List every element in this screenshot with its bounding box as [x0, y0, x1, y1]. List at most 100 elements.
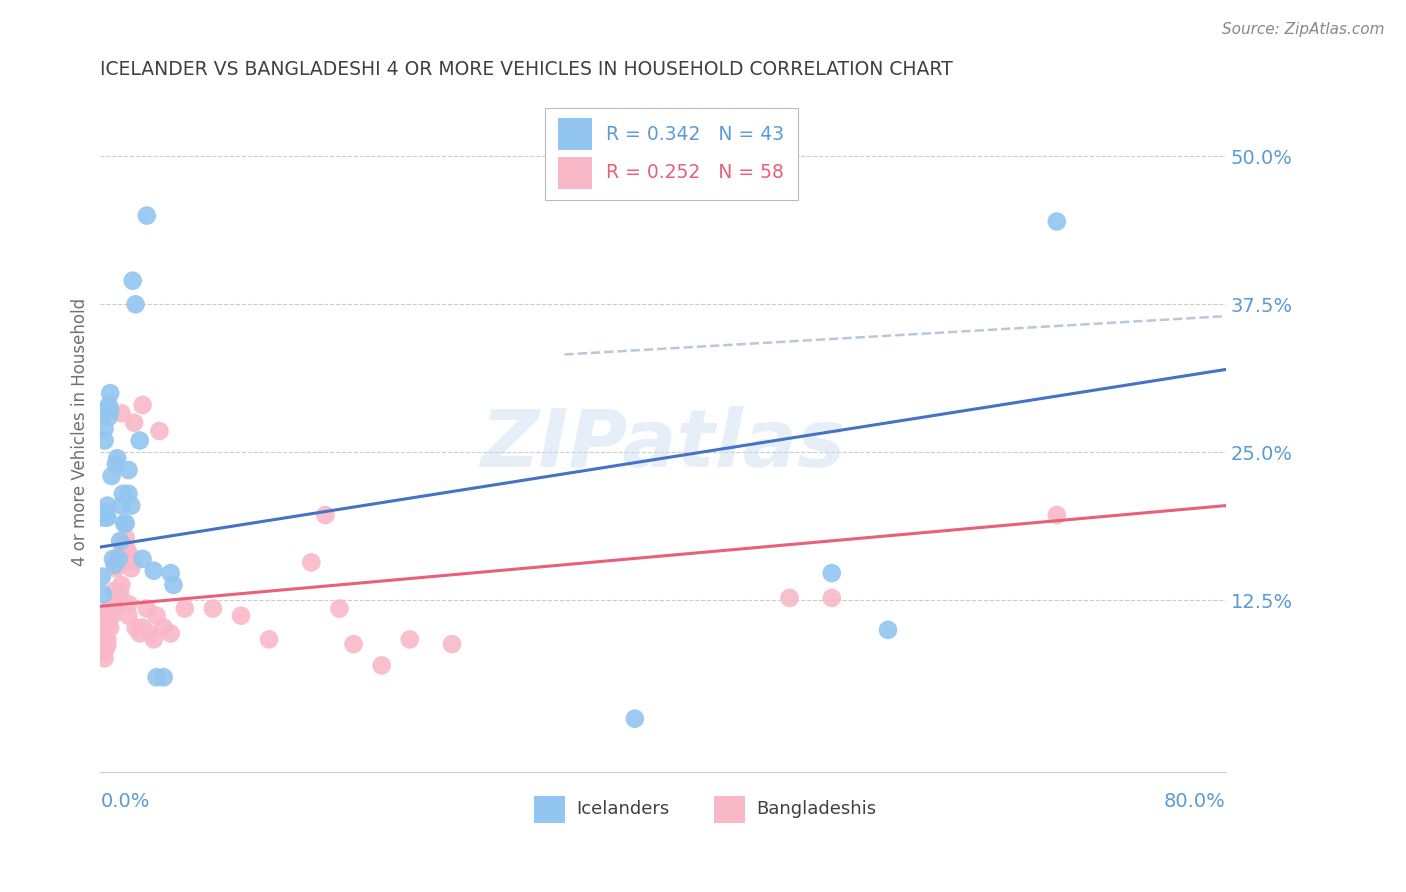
Point — [96, 510, 118, 524]
Point — [94, 608, 117, 623]
Point — [299, 556, 322, 570]
Point — [342, 637, 364, 651]
Point — [159, 566, 181, 580]
Point — [103, 558, 125, 572]
Bar — [558, 118, 592, 151]
Point — [107, 552, 129, 566]
Point — [877, 623, 900, 637]
Point — [162, 578, 184, 592]
Point — [128, 626, 150, 640]
Point — [96, 632, 118, 647]
Point — [96, 499, 118, 513]
Point — [328, 601, 350, 615]
Point — [97, 603, 120, 617]
Point — [121, 274, 143, 288]
Point — [152, 621, 174, 635]
Point — [145, 670, 167, 684]
Point — [138, 626, 160, 640]
Bar — [558, 157, 592, 189]
Point — [111, 487, 134, 501]
Point — [97, 398, 120, 412]
Point — [94, 625, 117, 640]
Text: R = 0.342   N = 43: R = 0.342 N = 43 — [606, 125, 783, 144]
Point — [100, 469, 122, 483]
Point — [103, 583, 125, 598]
Point — [110, 499, 132, 513]
Point — [98, 404, 121, 418]
Point — [440, 637, 463, 651]
Point — [117, 487, 139, 501]
Point — [104, 457, 127, 471]
Text: Bangladeshis: Bangladeshis — [756, 800, 876, 818]
Point — [111, 536, 134, 550]
Text: R = 0.252   N = 58: R = 0.252 N = 58 — [606, 163, 783, 183]
Point — [1046, 214, 1069, 228]
Point — [142, 632, 165, 647]
Point — [173, 601, 195, 615]
Point — [103, 597, 125, 611]
Point — [131, 552, 153, 566]
Point — [314, 508, 336, 522]
Point — [120, 499, 142, 513]
Point — [257, 632, 280, 647]
Point — [93, 651, 115, 665]
Point — [91, 404, 114, 418]
Text: Source: ZipAtlas.com: Source: ZipAtlas.com — [1222, 22, 1385, 37]
Y-axis label: 4 or more Vehicles in Household: 4 or more Vehicles in Household — [72, 298, 89, 566]
Point — [105, 554, 128, 568]
Point — [121, 556, 143, 570]
Point — [110, 578, 132, 592]
Point — [117, 608, 139, 623]
Point — [91, 587, 114, 601]
Point — [229, 608, 252, 623]
Point — [112, 554, 135, 568]
Text: 80.0%: 80.0% — [1164, 792, 1226, 812]
Point — [124, 621, 146, 635]
Point — [398, 632, 420, 647]
Text: ZIPatlas: ZIPatlas — [481, 406, 845, 484]
Point — [108, 585, 131, 599]
Point — [90, 625, 112, 640]
Point — [100, 601, 122, 615]
Point — [152, 670, 174, 684]
Point — [821, 566, 844, 580]
Point — [118, 549, 141, 563]
Point — [107, 549, 129, 564]
Point — [91, 619, 114, 633]
Point — [122, 416, 145, 430]
Point — [821, 591, 844, 605]
Point — [131, 398, 153, 412]
Point — [148, 424, 170, 438]
Point — [101, 552, 124, 566]
Point — [201, 601, 224, 615]
Point — [93, 434, 115, 448]
Point — [90, 569, 112, 583]
Point — [112, 516, 135, 531]
Point — [370, 658, 392, 673]
Point — [94, 510, 117, 524]
Point — [115, 542, 138, 557]
Point — [91, 637, 114, 651]
Point — [90, 510, 112, 524]
Point — [104, 561, 127, 575]
Text: Icelanders: Icelanders — [576, 800, 669, 818]
Text: ICELANDER VS BANGLADESHI 4 OR MORE VEHICLES IN HOUSEHOLD CORRELATION CHART: ICELANDER VS BANGLADESHI 4 OR MORE VEHIC… — [100, 60, 953, 78]
Bar — [533, 796, 565, 823]
Point — [105, 451, 128, 466]
Point — [101, 607, 124, 622]
Point — [135, 601, 157, 615]
Point — [97, 409, 120, 424]
Point — [93, 504, 115, 518]
Point — [142, 564, 165, 578]
Point — [117, 597, 139, 611]
Point — [94, 404, 117, 418]
Point — [779, 591, 801, 605]
Point — [97, 614, 120, 628]
Point — [159, 626, 181, 640]
Point — [1046, 508, 1069, 522]
Point — [624, 712, 647, 726]
Point — [131, 621, 153, 635]
Point — [96, 638, 118, 652]
Point — [93, 644, 115, 658]
Point — [93, 422, 115, 436]
